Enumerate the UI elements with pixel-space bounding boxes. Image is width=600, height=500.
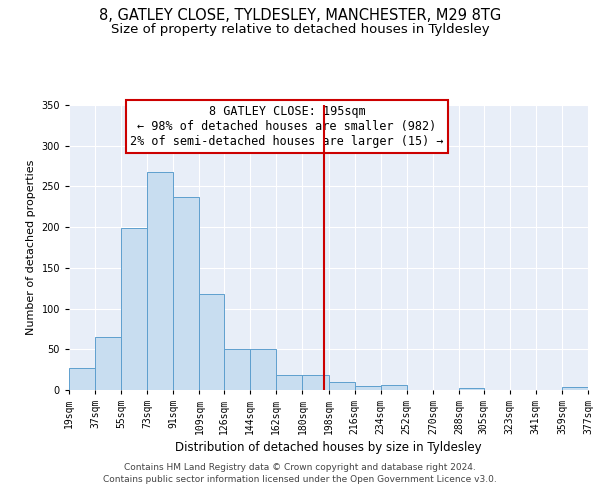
Bar: [224, 350, 250, 390]
Bar: [69, 368, 95, 390]
Bar: [380, 385, 407, 390]
Bar: [173, 197, 199, 390]
Text: 8, GATLEY CLOSE, TYLDESLEY, MANCHESTER, M29 8TG: 8, GATLEY CLOSE, TYLDESLEY, MANCHESTER, …: [99, 8, 501, 22]
Text: 8 GATLEY CLOSE: 195sqm
← 98% of detached houses are smaller (982)
2% of semi-det: 8 GATLEY CLOSE: 195sqm ← 98% of detached…: [130, 105, 444, 148]
Bar: [95, 337, 121, 390]
Bar: [277, 374, 302, 390]
Bar: [121, 228, 147, 390]
Bar: [199, 294, 224, 390]
Text: Contains public sector information licensed under the Open Government Licence v3: Contains public sector information licen…: [103, 475, 497, 484]
Bar: [302, 374, 329, 390]
Bar: [329, 382, 355, 390]
Bar: [562, 386, 588, 390]
Bar: [355, 386, 380, 390]
Bar: [459, 388, 484, 390]
Y-axis label: Number of detached properties: Number of detached properties: [26, 160, 36, 335]
X-axis label: Distribution of detached houses by size in Tyldesley: Distribution of detached houses by size …: [175, 441, 482, 454]
Bar: [250, 350, 277, 390]
Text: Contains HM Land Registry data © Crown copyright and database right 2024.: Contains HM Land Registry data © Crown c…: [124, 464, 476, 472]
Bar: [147, 172, 173, 390]
Text: Size of property relative to detached houses in Tyldesley: Size of property relative to detached ho…: [110, 22, 490, 36]
